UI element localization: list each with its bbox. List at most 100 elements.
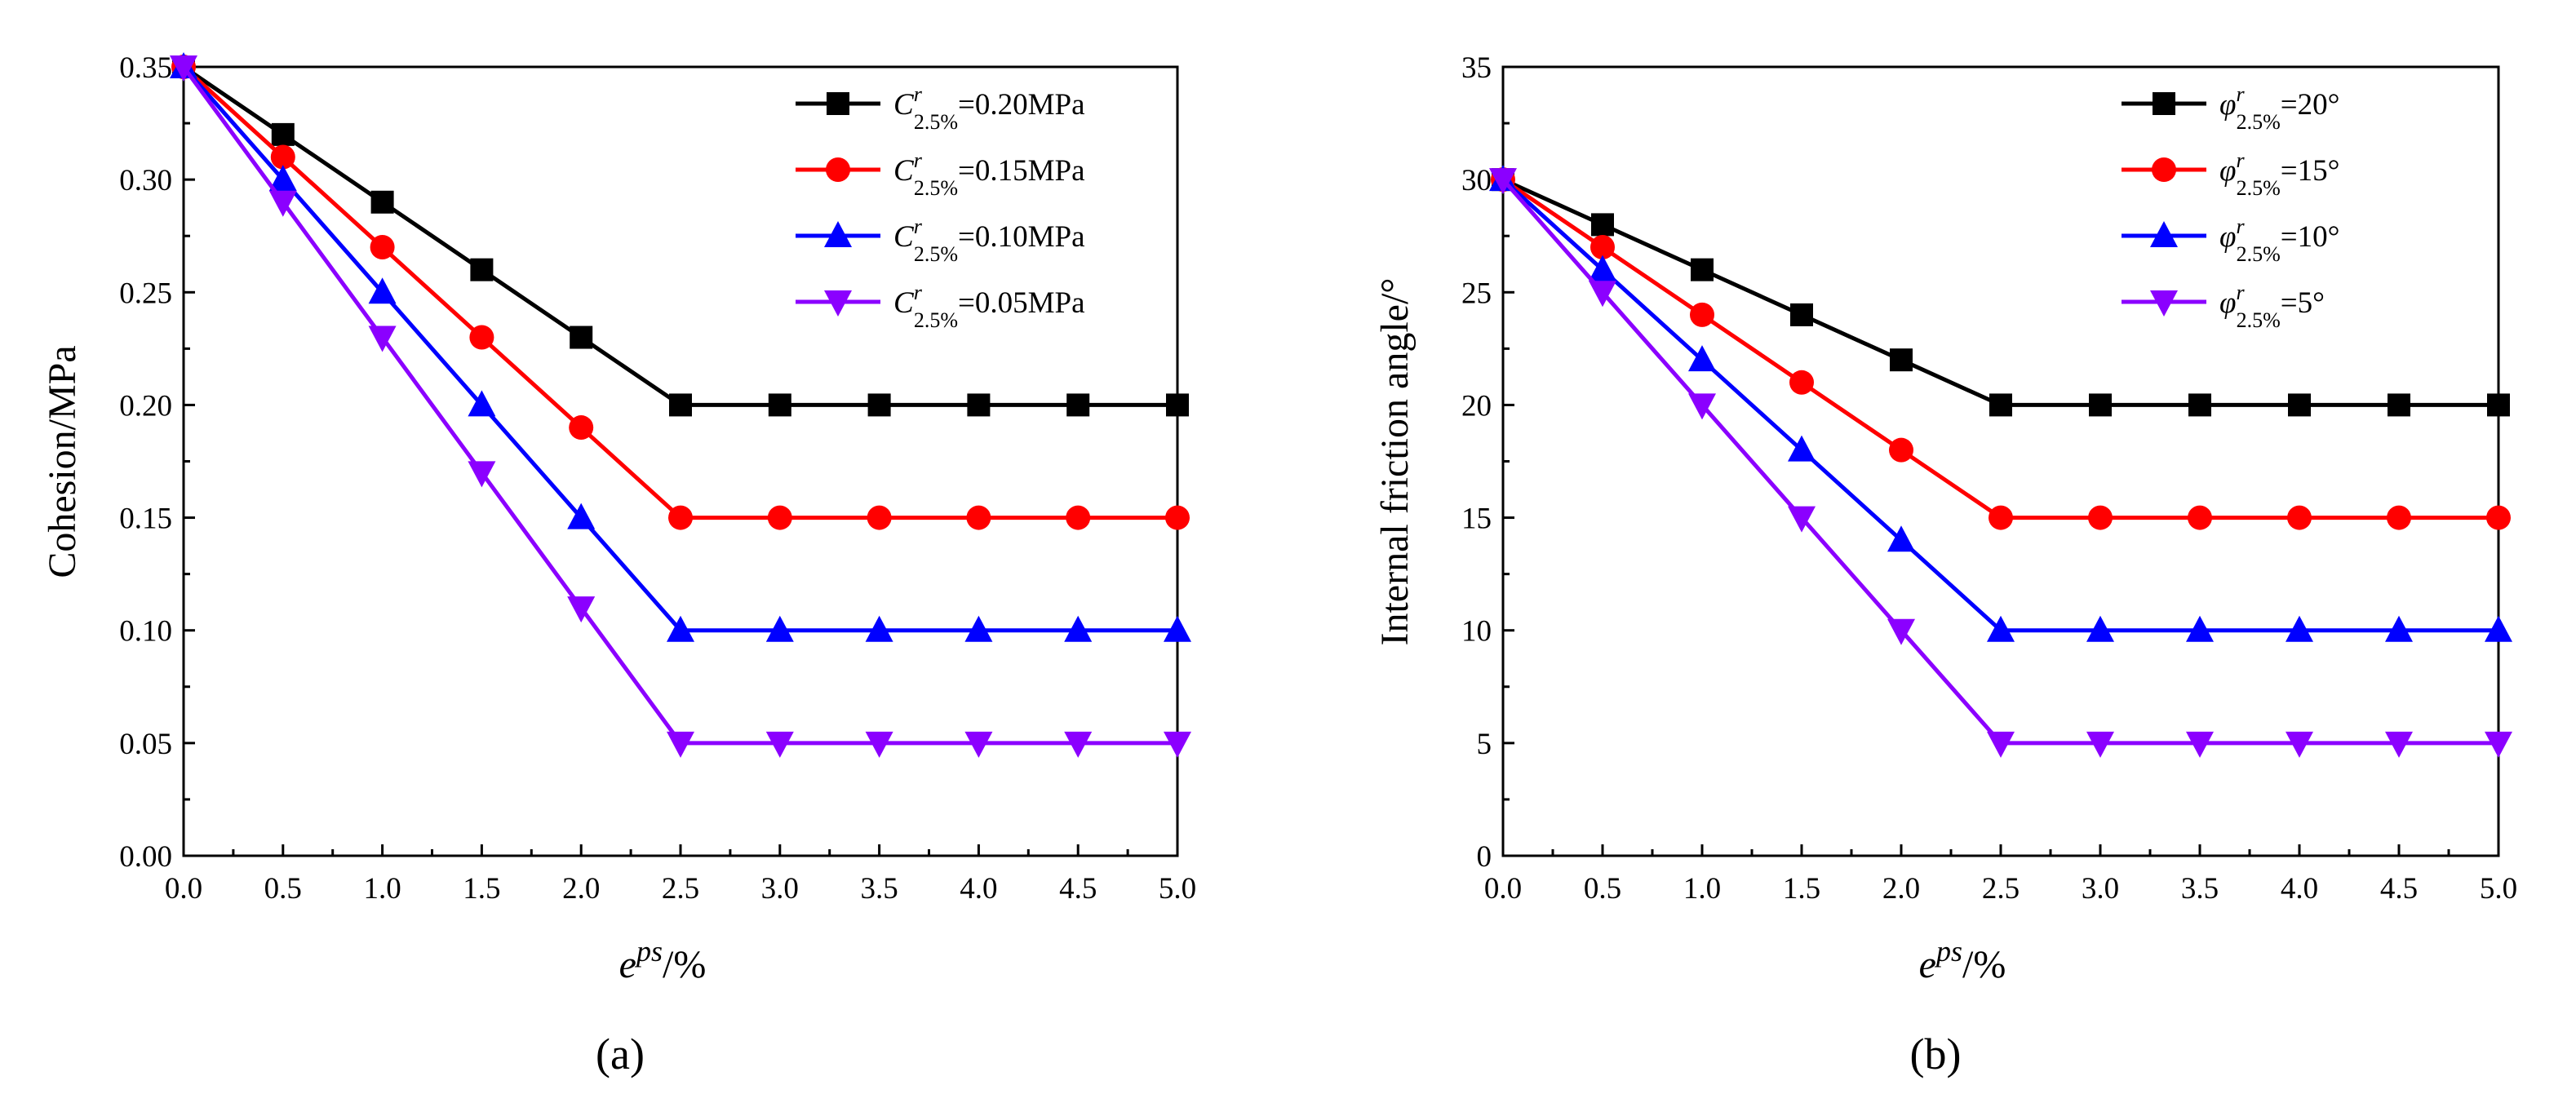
- legend-subscript: 2.5%: [914, 176, 958, 200]
- legend-superscript: r: [914, 215, 923, 238]
- data-point: [2487, 393, 2510, 417]
- legend-superscript: r: [914, 82, 923, 106]
- data-point: [370, 235, 395, 260]
- legend-entry: Cr 2.5%=0.20MPa: [893, 82, 1085, 134]
- x-tick-label: 2.0: [562, 872, 600, 906]
- legend-symbol: φ: [2219, 220, 2236, 254]
- legend-marker: [2150, 221, 2178, 247]
- data-point: [1590, 235, 1615, 260]
- x-tick-label: 2.0: [1882, 872, 1920, 906]
- data-point: [1887, 525, 1915, 552]
- x-tick-label: 4.0: [960, 872, 997, 906]
- legend-symbol: φ: [2219, 88, 2236, 122]
- legend-symbol: C: [893, 88, 915, 122]
- data-point: [1064, 731, 1093, 758]
- data-point: [1790, 303, 1813, 326]
- y-tick-label: 35: [1461, 51, 1492, 85]
- data-point: [368, 326, 397, 352]
- legend-superscript: r: [2236, 281, 2245, 304]
- legend-entry: φr 2.5%=5°: [2219, 281, 2325, 332]
- data-point: [1789, 370, 1814, 395]
- legend-marker: [2150, 290, 2178, 317]
- x-tick-label: 0.0: [1484, 872, 1522, 906]
- y-tick-label: 30: [1461, 164, 1492, 197]
- data-point: [270, 144, 295, 170]
- data-point: [2485, 615, 2512, 642]
- legend-subscript: 2.5%: [2237, 176, 2281, 200]
- y-tick-label: 25: [1461, 277, 1492, 310]
- legend-entry: Cr 2.5%=0.15MPa: [893, 148, 1085, 200]
- data-point: [2188, 393, 2211, 417]
- data-point: [268, 165, 297, 192]
- legend-entry: Cr 2.5%=0.10MPa: [893, 215, 1085, 266]
- data-point: [370, 190, 394, 214]
- series-line: [1501, 177, 2498, 407]
- data-point: [1788, 506, 1816, 533]
- x-axis-label: eps/%: [1919, 935, 2006, 986]
- legend-symbol: C: [893, 220, 915, 254]
- x-tick-label: 3.0: [2082, 872, 2119, 906]
- y-tick-label: 0.30: [119, 164, 172, 197]
- legend-subscript: 2.5%: [2237, 308, 2281, 332]
- x-tick-label: 4.5: [2380, 872, 2418, 906]
- data-point: [765, 615, 794, 642]
- data-point: [1164, 615, 1191, 642]
- legend-entry: φr 2.5%=15°: [2219, 148, 2339, 200]
- series-line: [1501, 178, 2498, 746]
- data-point: [1989, 393, 2012, 417]
- legend-subscript: 2.5%: [914, 308, 958, 332]
- data-point: [669, 393, 692, 417]
- data-point: [1165, 505, 1190, 530]
- data-point: [2186, 731, 2214, 758]
- data-point: [767, 505, 792, 530]
- legend-marker: [826, 157, 850, 182]
- data-point: [570, 326, 593, 349]
- x-axis-symbol: e: [1919, 943, 1936, 986]
- legend-superscript: r: [2236, 215, 2245, 238]
- x-axis-symbol: e: [619, 943, 636, 986]
- data-point: [170, 55, 197, 82]
- data-point: [2086, 615, 2114, 642]
- legend-value: =20°: [2281, 88, 2340, 122]
- data-point: [2287, 505, 2312, 530]
- x-tick-label: 0.0: [165, 872, 202, 906]
- legend-subscript: 2.5%: [914, 242, 958, 266]
- legend-marker: [824, 221, 852, 247]
- data-point: [2286, 615, 2313, 642]
- data-point: [2188, 505, 2212, 530]
- data-point: [2089, 393, 2112, 417]
- y-tick-label: 15: [1461, 503, 1492, 536]
- data-point: [2288, 393, 2311, 417]
- data-point: [268, 190, 297, 217]
- x-tick-label: 5.0: [2480, 872, 2517, 906]
- data-point: [1489, 168, 1517, 195]
- legend-value: =15°: [2281, 154, 2340, 188]
- data-point: [865, 731, 893, 758]
- x-tick-label: 0.5: [264, 872, 302, 906]
- x-tick-label: 3.0: [761, 872, 799, 906]
- data-point: [1591, 213, 1614, 237]
- data-point: [2186, 615, 2214, 642]
- data-point: [2486, 505, 2511, 530]
- data-point: [667, 615, 694, 642]
- data-point: [2387, 505, 2411, 530]
- legend-superscript: r: [914, 281, 923, 304]
- data-point: [668, 505, 693, 530]
- data-point: [1989, 505, 2013, 530]
- legend-entry: φr 2.5%=10°: [2219, 215, 2339, 266]
- legend-symbol: φ: [2219, 154, 2236, 188]
- x-tick-label: 1.0: [1683, 872, 1721, 906]
- panel-caption: (a): [596, 1030, 645, 1078]
- data-point: [468, 461, 496, 488]
- x-axis-superscript: ps: [1934, 935, 1962, 968]
- chart-panel-b: 0.0 0.5 1.0 1.5 2.0 2.5 3.0 3.5 4.0 4.5 5.0 0 5 10 15 2…: [1373, 51, 2517, 1078]
- x-axis-superscript: ps: [634, 935, 663, 968]
- data-point: [768, 393, 791, 417]
- data-point: [1688, 393, 1716, 420]
- data-point: [964, 731, 993, 758]
- data-point: [2485, 731, 2512, 758]
- x-tick-label: 1.0: [363, 872, 401, 906]
- x-tick-label: 3.5: [2181, 872, 2219, 906]
- legend-marker: [2152, 157, 2176, 182]
